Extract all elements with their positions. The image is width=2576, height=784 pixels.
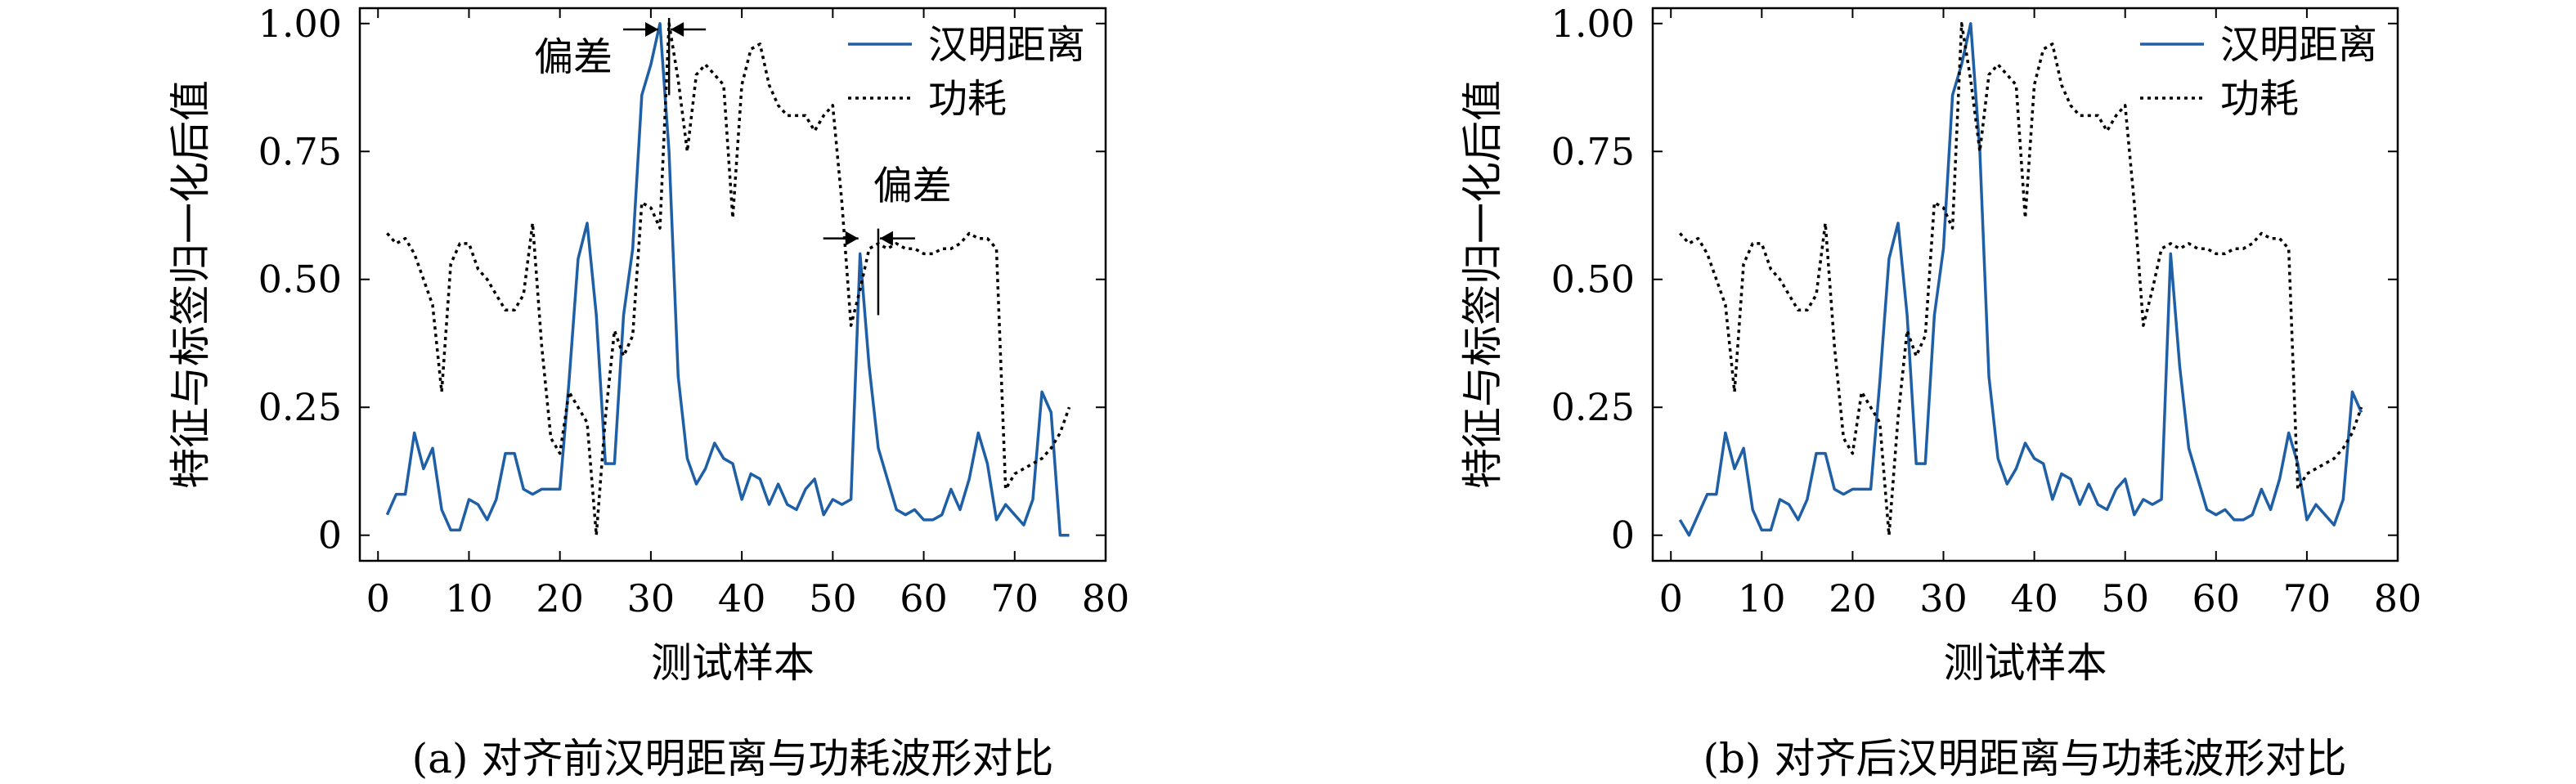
x-tick-label: 60 bbox=[900, 576, 948, 620]
y-tick-label: 0.75 bbox=[1551, 129, 1635, 173]
x-tick-label: 50 bbox=[809, 576, 857, 620]
offset-arrowhead bbox=[845, 231, 859, 246]
panel-a: 0 10 20 30 40 50 60 70 80 0 0.25 0.50 0.75 1.00 测试样本 特征… bbox=[167, 2, 1129, 782]
panel-b: 0 10 20 30 40 50 60 70 80 0 0.25 0.50 0.75 1.00 测试样本 特征… bbox=[1459, 2, 2421, 782]
legend-entry: 汉明距离 bbox=[928, 22, 1085, 68]
offset-arrowhead bbox=[879, 231, 893, 246]
plot-frame bbox=[1651, 7, 2399, 562]
y-tick-label: 1.00 bbox=[258, 2, 342, 46]
x-axis-label: 测试样本 bbox=[1944, 639, 2107, 687]
x-tick-label: 30 bbox=[1919, 576, 1968, 620]
series-line-hamming bbox=[385, 22, 1070, 537]
annotation-label: 偏差 bbox=[534, 34, 613, 80]
x-tick-label: 30 bbox=[627, 576, 675, 620]
x-tick-label: 20 bbox=[1829, 576, 1877, 620]
x-tick-label: 20 bbox=[536, 576, 584, 620]
x-tick-label: 70 bbox=[2283, 576, 2331, 620]
y-tick-label: 0.50 bbox=[1551, 258, 1635, 302]
x-tick-label: 80 bbox=[2374, 576, 2422, 620]
x-tick-label: 40 bbox=[718, 576, 766, 620]
x-tick-label: 60 bbox=[2192, 576, 2241, 620]
x-tick-label: 10 bbox=[445, 576, 493, 620]
y-tick-label: 0 bbox=[1611, 513, 1635, 558]
legend-entry: 功耗 bbox=[2220, 76, 2299, 122]
y-tick-label: 0.25 bbox=[258, 385, 342, 429]
y-axis-label: 特征与标签归一化后值 bbox=[1459, 80, 1506, 489]
panel-caption: (a) 对齐前汉明距离与功耗波形对比 bbox=[412, 735, 1054, 782]
offset-arrowhead bbox=[671, 22, 684, 37]
plot-frame bbox=[358, 7, 1107, 562]
x-tick-label: 0 bbox=[366, 576, 390, 620]
y-tick-label: 0.50 bbox=[258, 258, 342, 302]
y-tick-label: 1.00 bbox=[1551, 2, 1635, 46]
y-tick-label: 0.75 bbox=[258, 129, 342, 173]
series-line-hamming bbox=[1678, 22, 2363, 537]
x-tick-label: 40 bbox=[2010, 576, 2058, 620]
x-tick-label: 70 bbox=[991, 576, 1039, 620]
y-tick-label: 0.25 bbox=[1551, 385, 1635, 429]
legend-entry: 功耗 bbox=[928, 76, 1007, 122]
x-tick-label: 80 bbox=[1082, 576, 1130, 620]
annotation-label: 偏差 bbox=[873, 164, 952, 209]
x-tick-label: 0 bbox=[1659, 576, 1683, 620]
y-tick-label: 0 bbox=[318, 513, 342, 558]
offset-arrowhead bbox=[645, 22, 659, 37]
legend-entry: 汉明距离 bbox=[2220, 22, 2377, 68]
x-tick-label: 50 bbox=[2101, 576, 2149, 620]
y-axis-label: 特征与标签归一化后值 bbox=[167, 80, 214, 489]
panel-caption: (b) 对齐后汉明距离与功耗波形对比 bbox=[1703, 735, 2347, 782]
x-axis-label: 测试样本 bbox=[651, 639, 815, 687]
x-tick-label: 10 bbox=[1738, 576, 1786, 620]
